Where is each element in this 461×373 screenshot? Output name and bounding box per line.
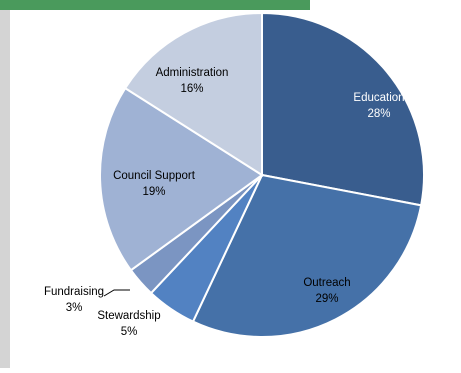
left-border-bar — [0, 0, 10, 368]
pie-slice-council-support — [99, 86, 264, 272]
pie-slices — [99, 11, 425, 338]
slice-value-administration: 16% — [180, 83, 203, 95]
slice-value-council-support: 19% — [142, 186, 165, 198]
leader-lines — [103, 289, 130, 297]
slice-label-fundraising: Fundraising — [44, 286, 104, 298]
slice-label-council-support: Council Support — [113, 170, 196, 182]
top-accent-bar — [0, 0, 310, 10]
slice-labels: Education 28% Outreach 29% Stewardship 5% Fund… — [44, 67, 405, 338]
slice-label-outreach: Outreach — [303, 277, 350, 289]
slice-value-fundraising: 3% — [66, 302, 83, 314]
slice-value-outreach: 29% — [315, 293, 338, 305]
slice-label-stewardship: Stewardship — [97, 310, 160, 322]
pie-slice-education — [261, 11, 425, 207]
slice-value-stewardship: 5% — [121, 326, 138, 338]
slice-label-administration: Administration — [156, 67, 229, 79]
slice-label-education: Education — [353, 92, 404, 104]
fundraising-leader-line — [103, 289, 130, 297]
slice-value-education: 28% — [367, 108, 390, 120]
pie-slice-outreach — [191, 173, 423, 338]
pie-slice-administration — [123, 11, 263, 177]
